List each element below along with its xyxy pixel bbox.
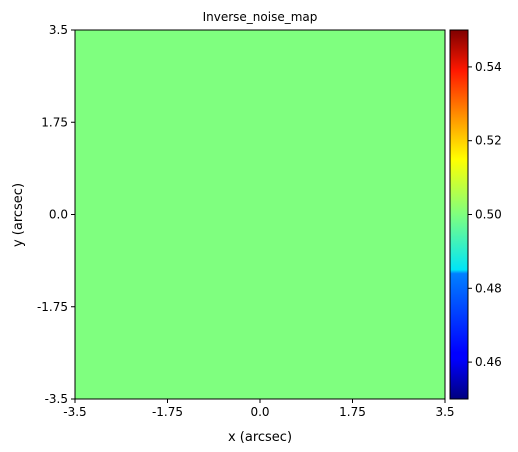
colorbar xyxy=(450,30,468,399)
y-tick-label: -1.75 xyxy=(37,300,68,314)
y-tick-label: 1.75 xyxy=(41,115,68,129)
x-tick-label: 1.75 xyxy=(339,405,366,419)
colorbar-tick-label: 0.52 xyxy=(475,134,502,148)
x-tick-label: -1.75 xyxy=(152,405,183,419)
x-axis-label: x (arcsec) xyxy=(228,430,292,445)
y-tick-label: 3.5 xyxy=(49,23,68,37)
y-axis-ticks: -3.5 -1.75 0.0 1.75 3.5 xyxy=(37,23,75,406)
x-axis-ticks: -3.5 -1.75 0.0 1.75 3.5 xyxy=(63,399,455,419)
x-tick-label: -3.5 xyxy=(63,405,86,419)
colorbar-ticks: 0.46 0.48 0.50 0.52 0.54 xyxy=(468,60,502,369)
heatmap-field xyxy=(75,30,445,399)
chart-title: Inverse_noise_map xyxy=(203,10,318,24)
x-tick-label: 0.0 xyxy=(250,405,269,419)
x-tick-label: 3.5 xyxy=(435,405,454,419)
y-tick-label: 0.0 xyxy=(49,208,68,222)
colorbar-tick-label: 0.48 xyxy=(475,281,502,295)
colorbar-tick-label: 0.46 xyxy=(475,355,502,369)
y-axis-label: y (arcsec) xyxy=(11,183,26,247)
colorbar-tick-label: 0.50 xyxy=(475,208,502,222)
y-tick-label: -3.5 xyxy=(45,392,68,406)
colorbar-tick-label: 0.54 xyxy=(475,60,502,74)
